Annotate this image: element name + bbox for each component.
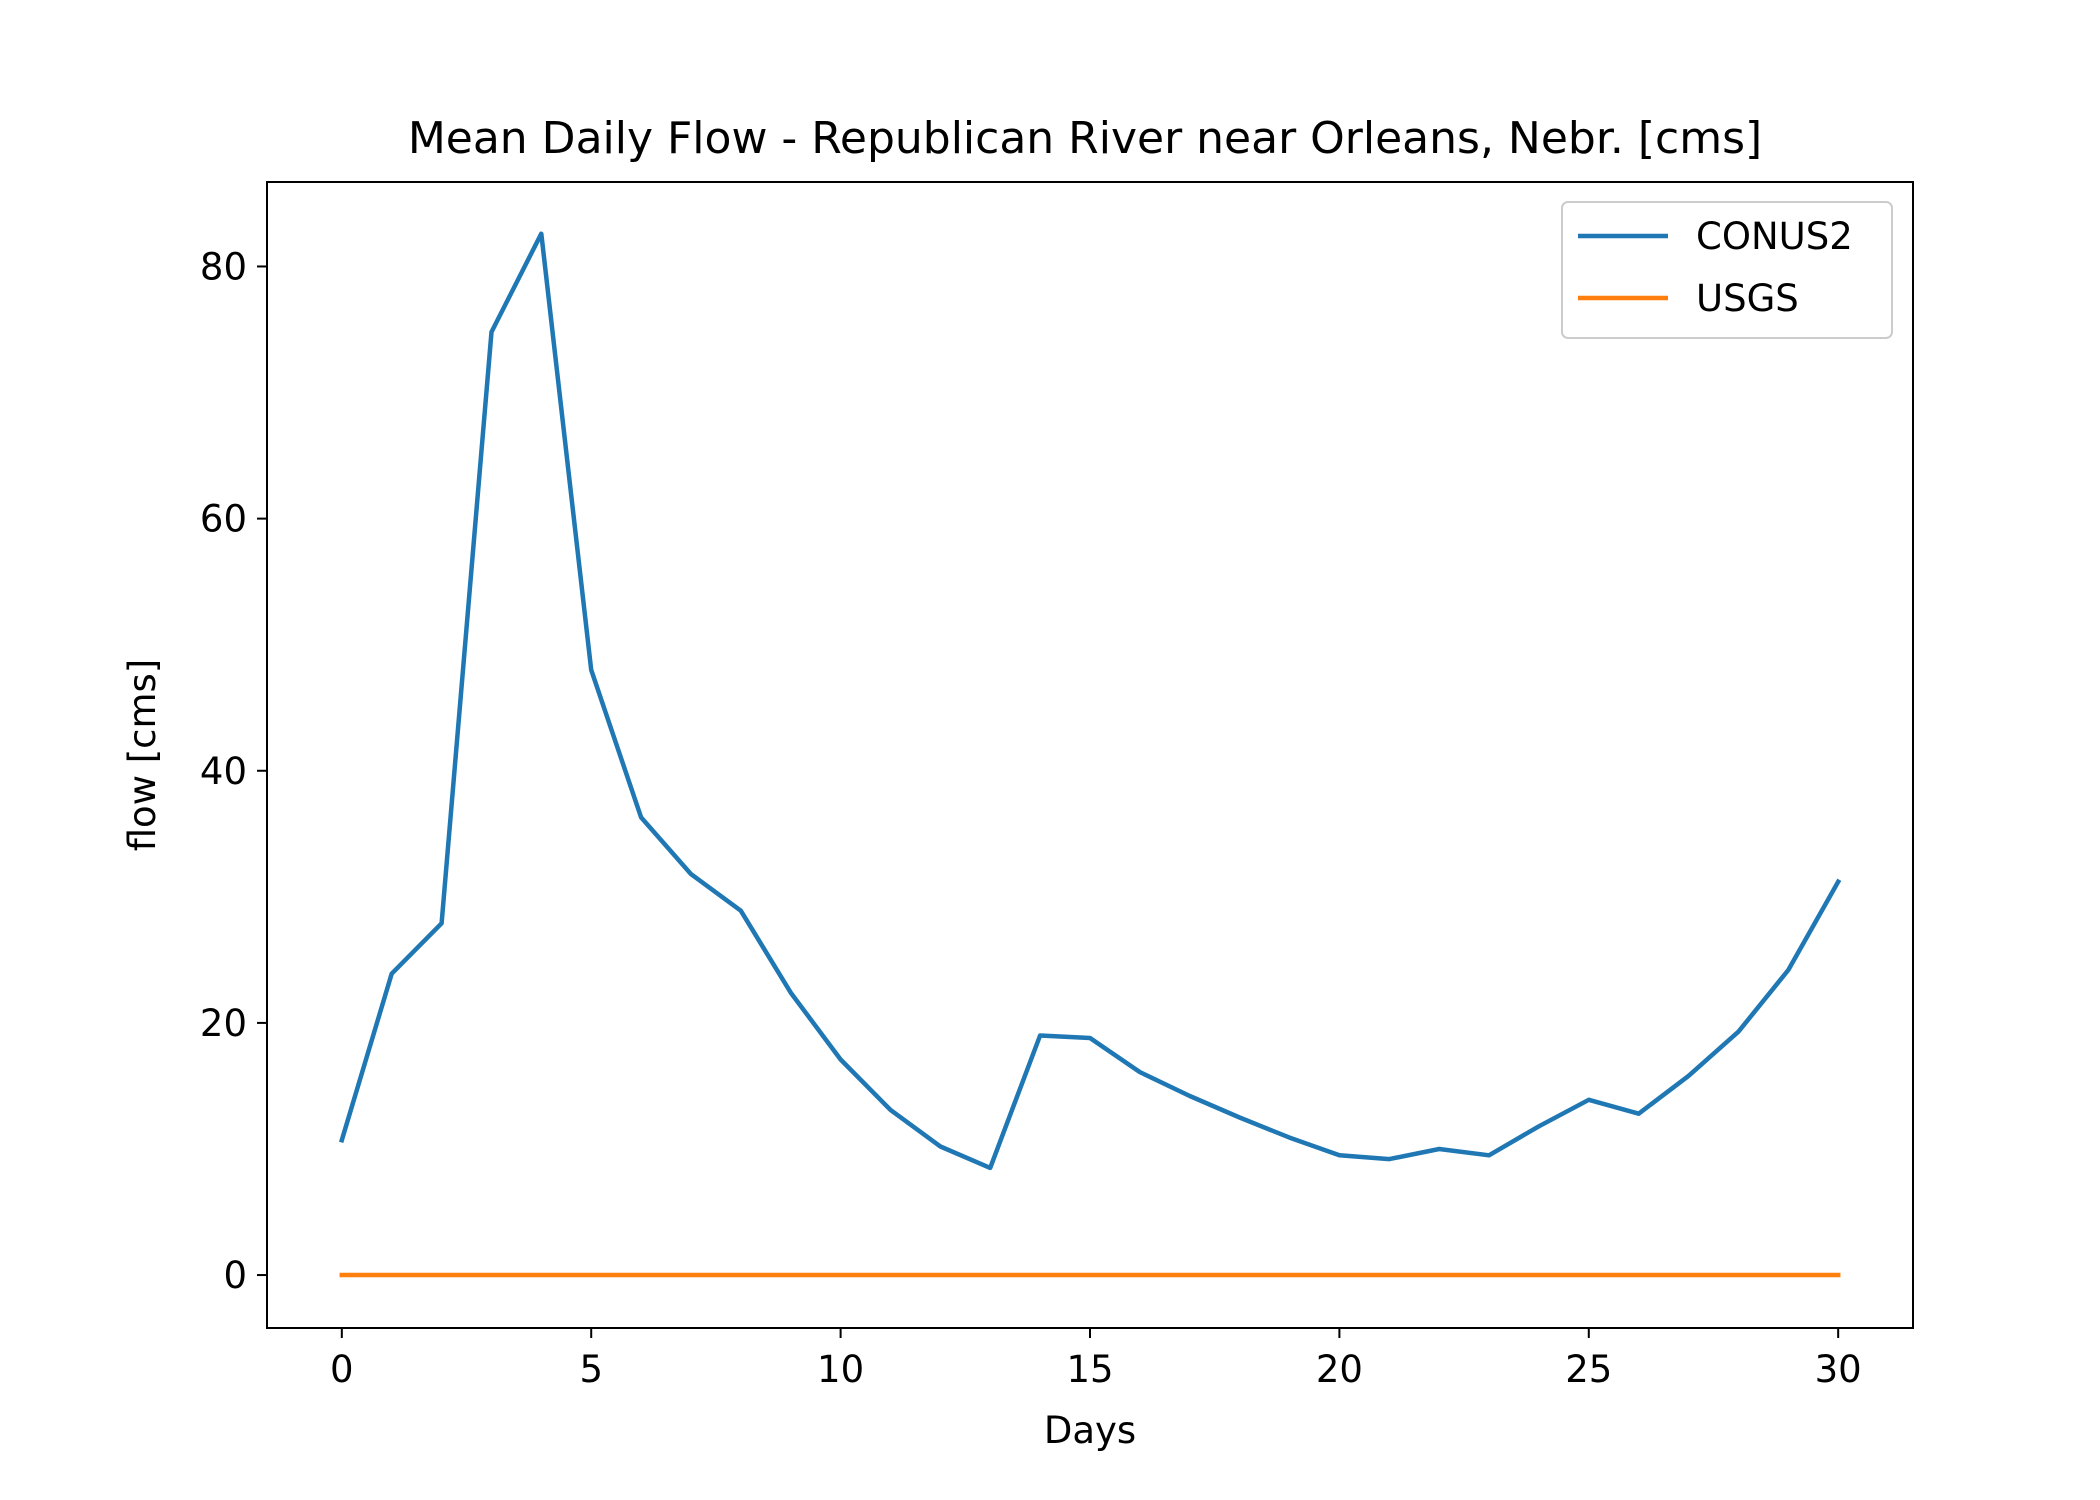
x-tick-label: 30 bbox=[1815, 1348, 1862, 1391]
y-tick-label: 20 bbox=[200, 1002, 247, 1045]
axis-ticks: 0 5 10 15 20 25 30 0 20 40 60 80 bbox=[200, 245, 1862, 1391]
x-axis-title: Days bbox=[1044, 1409, 1136, 1452]
x-tick-label: 15 bbox=[1066, 1348, 1113, 1391]
x-tick-label: 10 bbox=[817, 1348, 864, 1391]
legend-label-usgs: USGS bbox=[1696, 277, 1799, 320]
y-tick-label: 40 bbox=[200, 750, 247, 793]
legend: CONUS2 USGS bbox=[1561, 201, 1893, 339]
y-axis-title: flow [cms] bbox=[121, 659, 164, 852]
legend-label-conus2: CONUS2 bbox=[1696, 215, 1853, 258]
y-tick-label: 60 bbox=[200, 498, 247, 541]
chart-title: Mean Daily Flow - Republican River near … bbox=[408, 113, 1762, 164]
series-line-conus2 bbox=[338, 231, 1842, 1171]
x-tick-label: 20 bbox=[1316, 1348, 1363, 1391]
x-tick-label: 0 bbox=[330, 1348, 354, 1391]
x-tick-label: 5 bbox=[579, 1348, 603, 1391]
y-tick-label: 80 bbox=[200, 245, 247, 288]
x-tick-label: 25 bbox=[1565, 1348, 1612, 1391]
y-tick-label: 0 bbox=[223, 1254, 247, 1297]
series-layer bbox=[338, 231, 1842, 1278]
